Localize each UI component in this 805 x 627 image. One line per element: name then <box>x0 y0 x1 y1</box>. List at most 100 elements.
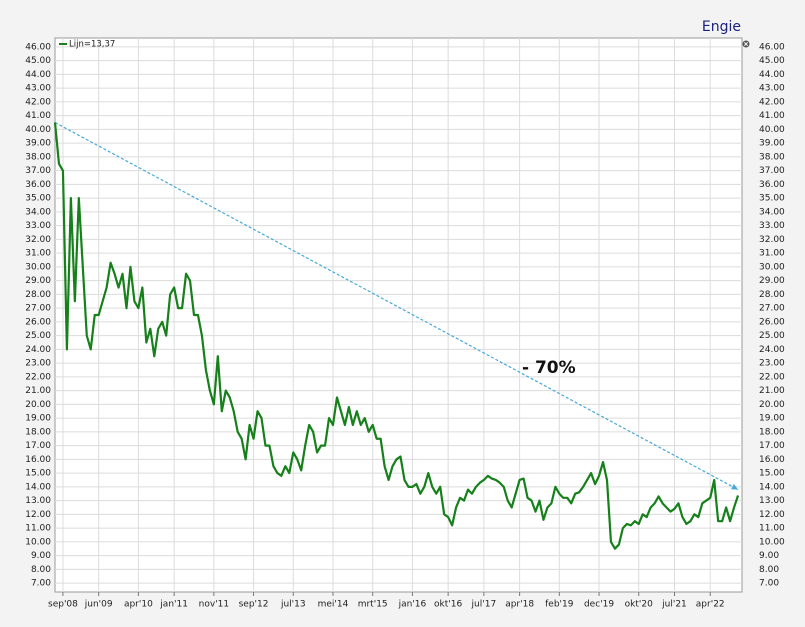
y-tick-label-right: 27.00 <box>759 304 785 314</box>
y-tick-label: 26.00 <box>25 317 51 327</box>
y-tick-label-right: 7.00 <box>759 579 779 589</box>
y-tick-label-right: 37.00 <box>759 166 785 176</box>
y-tick-label-right: 10.00 <box>759 537 785 547</box>
close-icon[interactable] <box>742 40 750 48</box>
y-tick-label-right: 19.00 <box>759 414 785 424</box>
y-tick-label-right: 32.00 <box>759 235 785 245</box>
y-tick-label-right: 36.00 <box>759 180 785 190</box>
annotation: - 70% <box>522 358 576 378</box>
y-tick-label-right: 15.00 <box>759 469 785 479</box>
y-tick-label-right: 41.00 <box>759 111 785 121</box>
y-tick-label: 10.00 <box>25 537 51 547</box>
plot-area <box>54 37 743 593</box>
y-tick-label-right: 13.00 <box>759 496 785 506</box>
y-tick-label: 21.00 <box>25 386 51 396</box>
y-tick-label-right: 11.00 <box>759 524 785 534</box>
y-tick-label: 15.00 <box>25 469 51 479</box>
y-tick-label: 29.00 <box>25 276 51 286</box>
y-tick-label: 33.00 <box>25 221 51 231</box>
x-tick-label: okt'16 <box>434 600 462 610</box>
y-tick-label-right: 38.00 <box>759 152 785 162</box>
y-tick-label: 32.00 <box>25 235 51 245</box>
x-tick-label: jan'11 <box>159 600 188 610</box>
x-tick-label: sep'12 <box>239 600 269 610</box>
y-tick-label-right: 26.00 <box>759 317 785 327</box>
y-tick-label-right: 39.00 <box>759 139 785 149</box>
y-tick-label-right: 24.00 <box>759 345 785 355</box>
y-tick-label-right: 28.00 <box>759 290 785 300</box>
y-tick-label: 9.00 <box>31 551 51 561</box>
y-tick-label: 16.00 <box>25 455 51 465</box>
x-tick-label: sep'08 <box>48 600 78 610</box>
y-tick-label-right: 14.00 <box>759 482 785 492</box>
y-tick-label: 31.00 <box>25 249 51 259</box>
x-tick-label: dec'19 <box>584 600 614 610</box>
y-tick-label: 28.00 <box>25 290 51 300</box>
y-tick-label: 19.00 <box>25 414 51 424</box>
x-tick-label: jan'16 <box>398 600 427 610</box>
y-tick-label: 45.00 <box>25 56 51 66</box>
y-tick-label-right: 33.00 <box>759 221 785 231</box>
x-tick-label: mrt'15 <box>358 600 388 610</box>
y-tick-label: 23.00 <box>25 359 51 369</box>
y-tick-label-right: 44.00 <box>759 70 785 80</box>
price-line <box>53 122 740 550</box>
x-tick-label: jul'17 <box>471 600 497 610</box>
y-tick-label: 20.00 <box>25 400 51 410</box>
y-tick-label: 30.00 <box>25 262 51 272</box>
x-tick-label: jul'21 <box>661 600 687 610</box>
x-tick-label: apr'22 <box>696 600 725 610</box>
y-tick-label: 12.00 <box>25 510 51 520</box>
y-tick-label-right: 20.00 <box>759 400 785 410</box>
y-tick-label-right: 17.00 <box>759 441 785 451</box>
y-tick-label: 11.00 <box>25 524 51 534</box>
x-tick-label: feb'19 <box>545 600 574 610</box>
y-tick-label: 18.00 <box>25 427 51 437</box>
x-tick-label: nov'11 <box>199 600 229 610</box>
legend-label: Lijn=13,37 <box>69 40 115 50</box>
y-tick-label-right: 12.00 <box>759 510 785 520</box>
y-tick-label-right: 29.00 <box>759 276 785 286</box>
y-tick-label: 39.00 <box>25 139 51 149</box>
trend-line <box>54 122 739 491</box>
y-tick-label-right: 40.00 <box>759 125 785 135</box>
y-tick-label: 8.00 <box>31 565 51 575</box>
x-tick-label: mei'14 <box>318 600 349 610</box>
y-tick-label: 14.00 <box>25 482 51 492</box>
chart-title: Engie <box>702 19 741 35</box>
y-tick-label: 37.00 <box>25 166 51 176</box>
y-tick-label-right: 31.00 <box>759 249 785 259</box>
y-tick-label: 24.00 <box>25 345 51 355</box>
y-tick-label: 40.00 <box>25 125 51 135</box>
y-tick-label-right: 22.00 <box>759 372 785 382</box>
y-tick-label: 7.00 <box>31 579 51 589</box>
y-tick-label: 36.00 <box>25 180 51 190</box>
y-tick-label: 13.00 <box>25 496 51 506</box>
y-tick-label: 22.00 <box>25 372 51 382</box>
y-tick-label: 38.00 <box>25 152 51 162</box>
y-tick-label: 27.00 <box>25 304 51 314</box>
y-tick-label-right: 45.00 <box>759 56 785 66</box>
y-tick-label: 25.00 <box>25 331 51 341</box>
trend-arrow <box>731 483 739 490</box>
y-tick-label-right: 9.00 <box>759 551 779 561</box>
y-tick-label-right: 30.00 <box>759 262 785 272</box>
y-tick-label: 44.00 <box>25 70 51 80</box>
x-tick-label: apr'10 <box>124 600 153 610</box>
y-tick-label-right: 42.00 <box>759 97 785 107</box>
y-tick-label-right: 23.00 <box>759 359 785 369</box>
y-tick-label-right: 35.00 <box>759 194 785 204</box>
y-tick-label: 35.00 <box>25 194 51 204</box>
y-tick-label-right: 25.00 <box>759 331 785 341</box>
y-tick-label: 42.00 <box>25 97 51 107</box>
y-tick-label: 17.00 <box>25 441 51 451</box>
y-tick-label: 34.00 <box>25 207 51 217</box>
close-cross[interactable] <box>743 41 749 47</box>
x-tick-label: apr'18 <box>505 600 534 610</box>
y-tick-label-right: 34.00 <box>759 207 785 217</box>
x-tick-label: jul'13 <box>280 600 306 610</box>
y-tick-label: 41.00 <box>25 111 51 121</box>
x-tick-label: jun'09 <box>84 600 113 610</box>
